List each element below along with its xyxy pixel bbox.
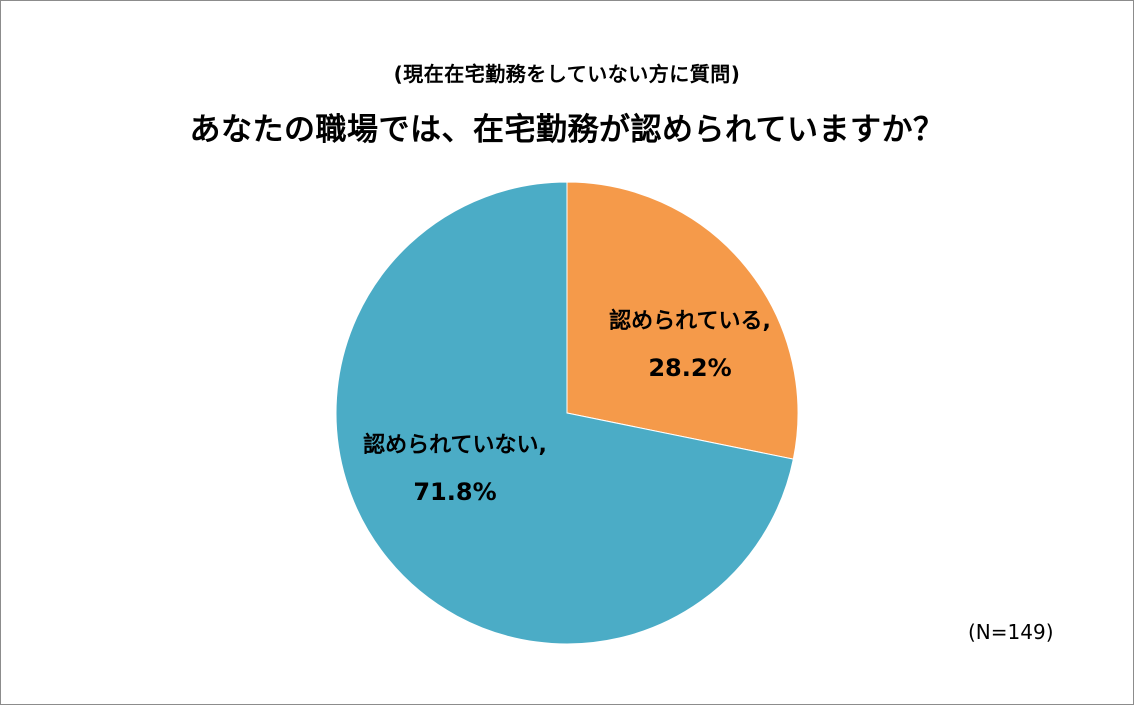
pie-slice-1 [566, 181, 799, 460]
chart-subtitle: (現在在宅勤務をしていない方に質問) [393, 62, 741, 86]
pie-slice-2 [335, 181, 794, 645]
slice-label-1: 認められている, [609, 308, 771, 334]
slice-label-2: 認められていない, [363, 432, 547, 458]
sample-size-note: (N=149) [968, 620, 1054, 644]
slice-percent-2: 71.8% [413, 478, 496, 506]
chart-title: あなたの職場では、在宅勤務が認められていますか？ [189, 112, 945, 148]
slice-percent-1: 28.2% [648, 354, 731, 382]
